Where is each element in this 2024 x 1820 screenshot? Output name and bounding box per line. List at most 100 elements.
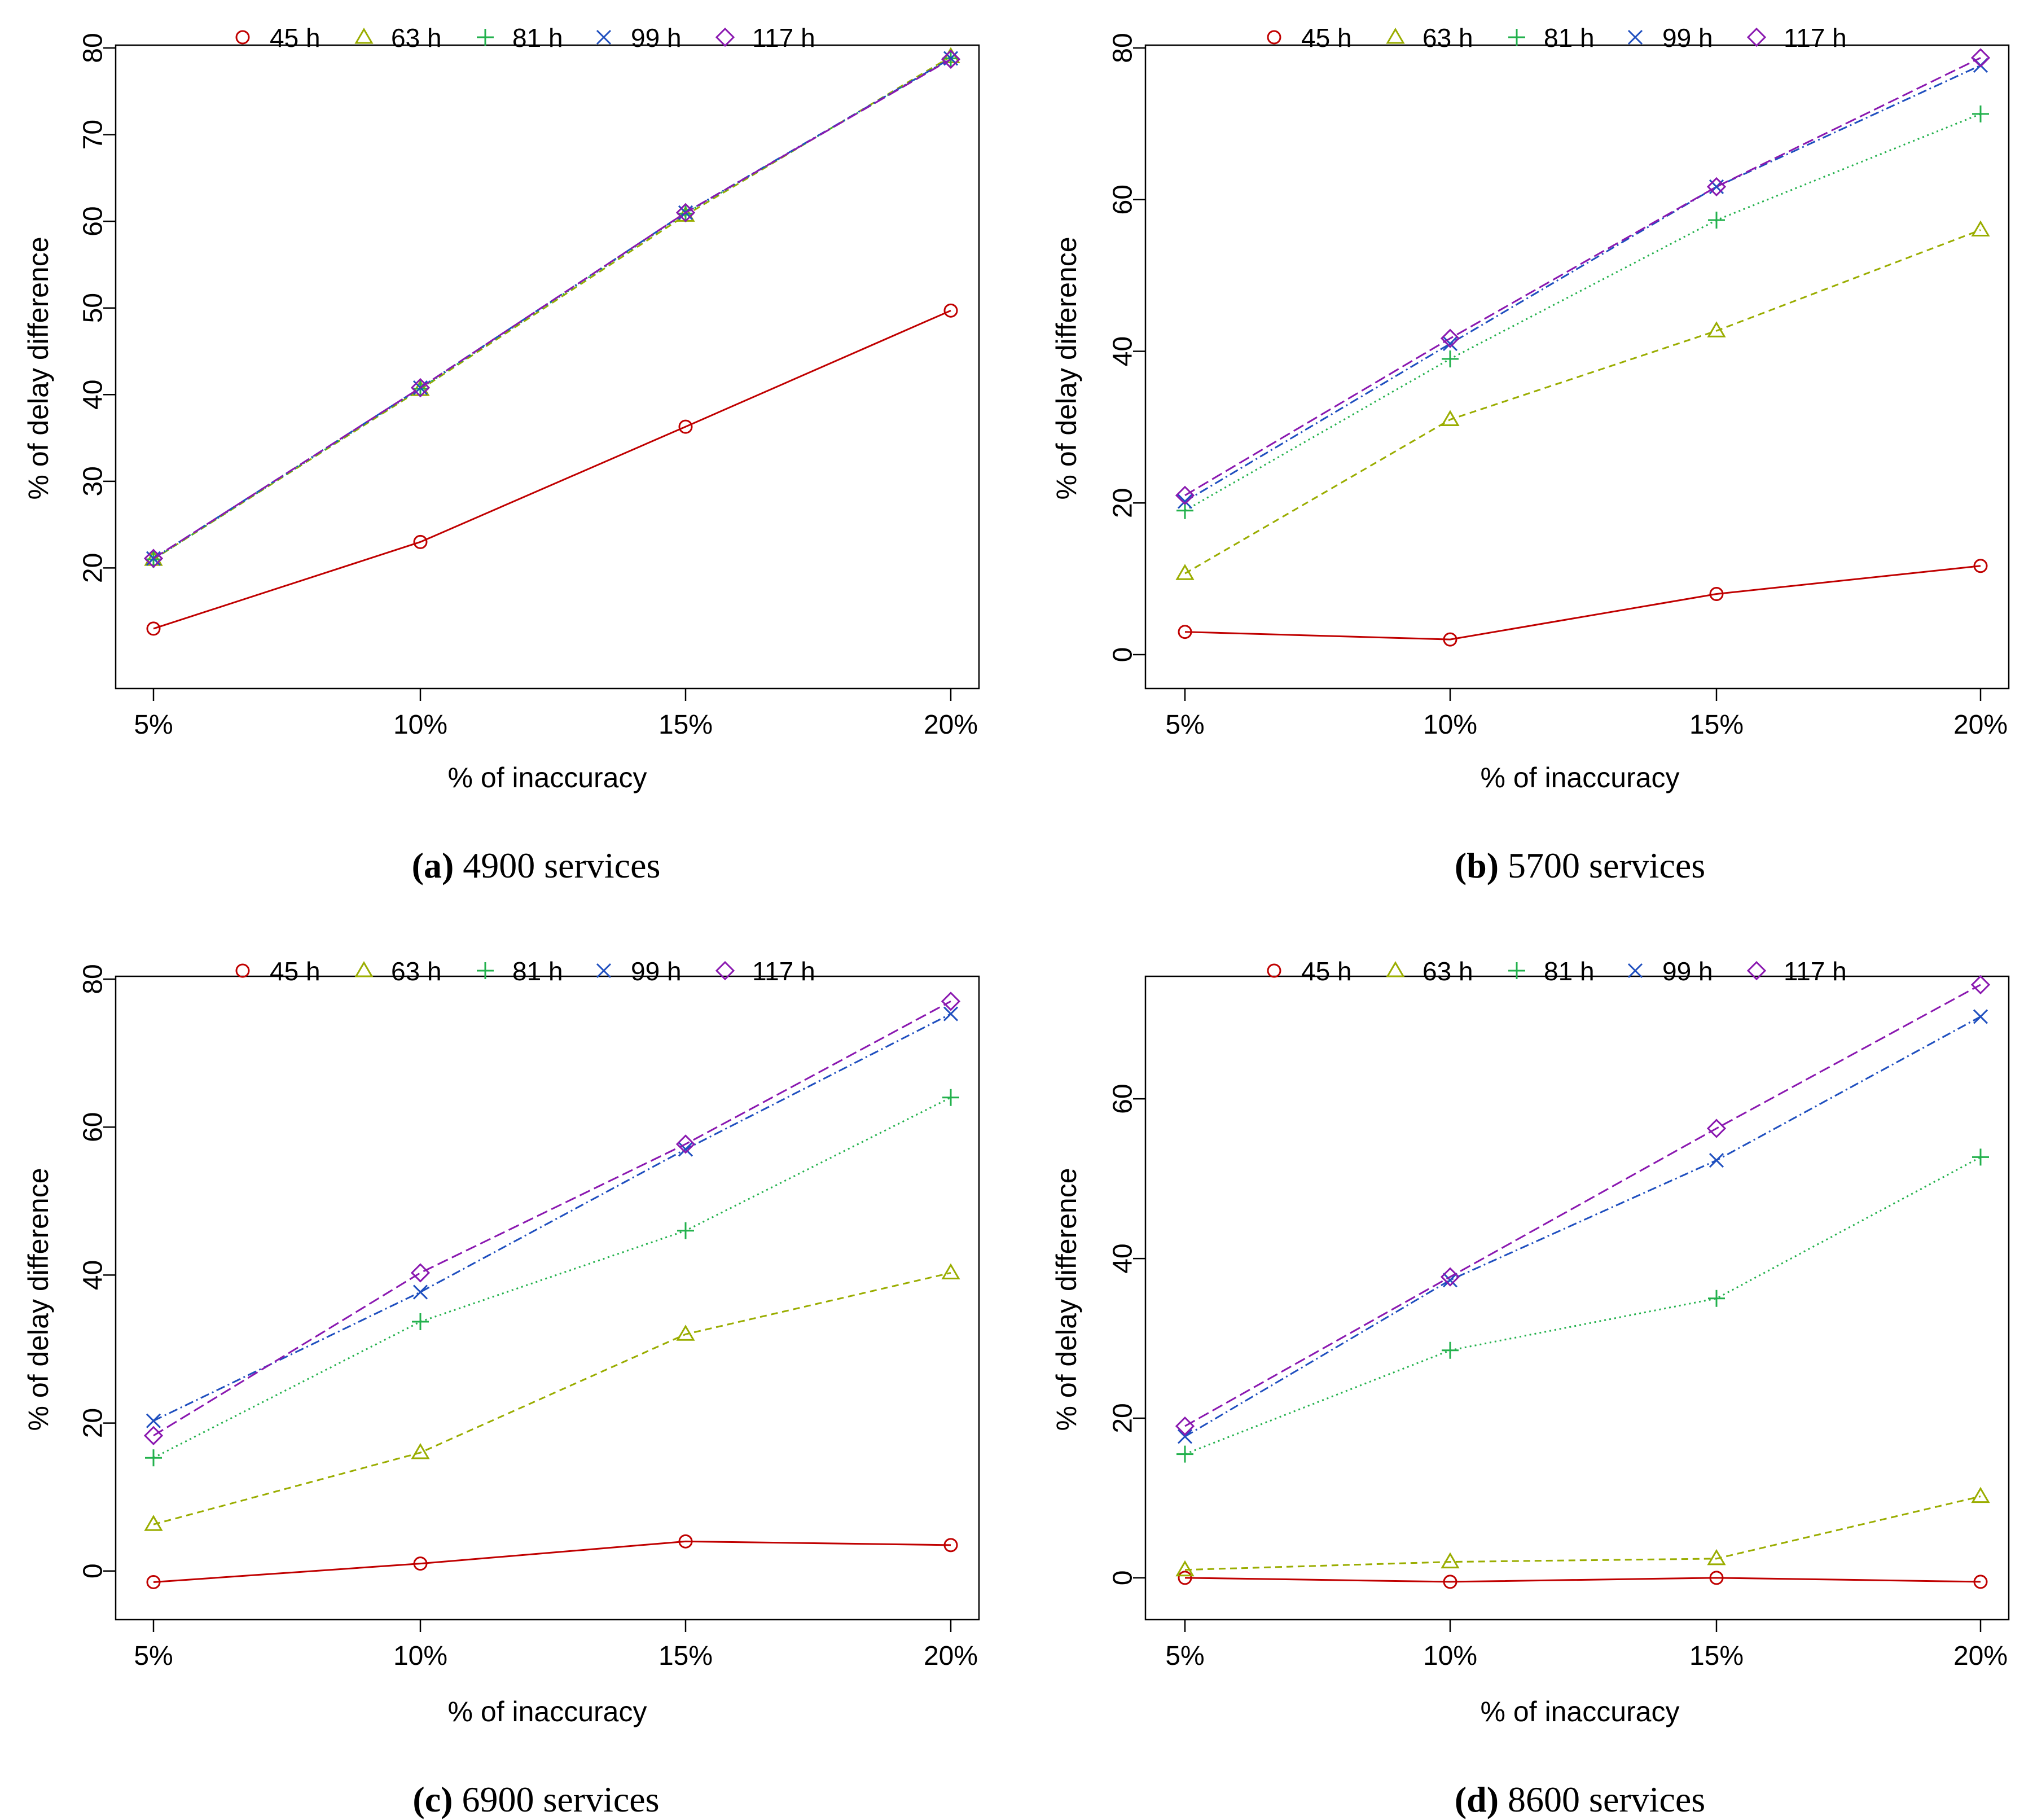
data-point bbox=[1177, 494, 1193, 509]
legend-marker bbox=[1508, 29, 1525, 46]
data-point bbox=[1972, 105, 1989, 122]
legend-marker bbox=[477, 29, 494, 46]
legend-item: 81 h bbox=[477, 957, 563, 986]
plot-frame bbox=[115, 975, 980, 1621]
caption-title: 8600 services bbox=[1508, 1779, 1705, 1819]
legend-label: 81 h bbox=[1544, 23, 1595, 52]
series-63h bbox=[1175, 220, 1990, 580]
legend-marker bbox=[1386, 28, 1405, 44]
panel-d: 0 20 40 60 5% 10% 15% 20% % of inaccuracy % of de… bbox=[1051, 957, 2010, 1819]
data-point bbox=[1709, 1153, 1724, 1168]
data-point bbox=[410, 378, 431, 398]
data-point bbox=[1971, 220, 1990, 236]
y-tick-label: 60 bbox=[1108, 1084, 1138, 1113]
series-line bbox=[153, 1271, 951, 1525]
series-line bbox=[153, 1013, 951, 1422]
x-axis-label: % of inaccuracy bbox=[1481, 1696, 1680, 1727]
legend-item: 45 h bbox=[1267, 23, 1352, 52]
x-tick-label: 5% bbox=[134, 1641, 173, 1671]
data-point bbox=[1707, 321, 1726, 337]
caption-label: (c) bbox=[412, 1779, 453, 1819]
data-point bbox=[413, 1556, 428, 1571]
legend-marker bbox=[1508, 962, 1525, 979]
series-117h bbox=[1175, 975, 1991, 1436]
legend: 45 h 63 h 81 h 99 h 117 h bbox=[1267, 23, 1847, 52]
legend-item: 45 h bbox=[1267, 957, 1352, 986]
data-point bbox=[1442, 336, 1458, 352]
legend-label: 117 h bbox=[752, 23, 815, 52]
data-point bbox=[677, 1222, 694, 1239]
data-point bbox=[941, 1263, 960, 1279]
y-tick-label: 80 bbox=[1108, 33, 1138, 63]
legend-marker bbox=[1746, 27, 1767, 47]
data-point bbox=[143, 549, 164, 568]
series-117h bbox=[143, 992, 961, 1445]
data-point bbox=[678, 1142, 693, 1157]
data-point bbox=[678, 1534, 693, 1549]
data-point bbox=[942, 1089, 959, 1106]
data-point bbox=[1973, 1009, 1988, 1024]
series-81h bbox=[145, 1089, 959, 1467]
legend-item: 81 h bbox=[1508, 957, 1595, 986]
y-tick-label: 80 bbox=[78, 33, 108, 63]
data-point bbox=[1708, 1290, 1725, 1307]
x-axis-label: % of inaccuracy bbox=[448, 762, 647, 793]
legend-marker bbox=[596, 29, 612, 45]
legend-item: 45 h bbox=[235, 957, 320, 986]
legend-marker bbox=[1627, 29, 1643, 45]
data-point bbox=[1177, 1429, 1193, 1444]
x-tick-label: 10% bbox=[1423, 1641, 1477, 1671]
series-45h bbox=[1178, 559, 1988, 647]
series-99h bbox=[146, 51, 959, 566]
data-point bbox=[1441, 1552, 1460, 1569]
series-line bbox=[1184, 57, 1981, 497]
data-point bbox=[1178, 1571, 1192, 1585]
caption-title: 6900 services bbox=[462, 1779, 659, 1819]
data-point bbox=[146, 1575, 161, 1589]
y-tick-label: 40 bbox=[78, 380, 108, 410]
legend-label: 63 h bbox=[1422, 23, 1473, 52]
legend-marker bbox=[1627, 963, 1643, 979]
x-tick-label: 15% bbox=[1689, 1641, 1744, 1671]
series-line bbox=[1184, 229, 1981, 574]
x-axis-label: % of inaccuracy bbox=[1481, 762, 1680, 793]
data-point bbox=[1706, 1119, 1727, 1138]
legend-item: 81 h bbox=[1508, 23, 1595, 52]
x-tick-label: 15% bbox=[658, 1641, 713, 1671]
series-line bbox=[153, 1097, 951, 1459]
legend-item: 99 h bbox=[1627, 23, 1713, 52]
legend-label: 117 h bbox=[1784, 957, 1847, 986]
data-point bbox=[943, 1006, 959, 1021]
data-point bbox=[412, 1313, 429, 1330]
legend-label: 99 h bbox=[1662, 23, 1713, 52]
data-point bbox=[1440, 328, 1460, 348]
legend-item: 117 h bbox=[715, 957, 815, 986]
legend-marker bbox=[715, 961, 735, 981]
x-tick-label: 10% bbox=[1423, 710, 1477, 740]
data-point bbox=[943, 1538, 958, 1553]
data-point bbox=[943, 303, 958, 318]
x-tick-label: 20% bbox=[1953, 1641, 2008, 1671]
panel-c: 0 20 40 60 80 5% 10% 15% 20% % of inaccuracy % of … bbox=[23, 957, 980, 1819]
y-axis-label: % of delay difference bbox=[1051, 236, 1082, 499]
y-tick-label: 20 bbox=[78, 553, 108, 583]
legend-item: 117 h bbox=[1746, 957, 1847, 986]
data-point bbox=[1175, 485, 1195, 505]
series-line bbox=[1184, 565, 1981, 641]
legend-item: 117 h bbox=[715, 23, 815, 52]
y-tick-label: 50 bbox=[78, 293, 108, 323]
legend-item: 63 h bbox=[354, 23, 442, 52]
series-63h bbox=[1175, 1486, 1990, 1577]
data-point bbox=[1970, 975, 1991, 995]
legend-marker bbox=[1267, 963, 1281, 978]
series-line bbox=[153, 309, 951, 630]
series-99h bbox=[1177, 58, 1988, 509]
y-tick-label: 60 bbox=[78, 1112, 108, 1142]
y-tick-label: 20 bbox=[78, 1408, 108, 1438]
plot-frame bbox=[1144, 44, 2010, 690]
legend-marker bbox=[477, 962, 494, 979]
caption-label: (b) bbox=[1455, 845, 1499, 885]
legend-marker bbox=[596, 963, 612, 979]
series-line bbox=[1184, 984, 1981, 1427]
data-point bbox=[1442, 1341, 1459, 1359]
